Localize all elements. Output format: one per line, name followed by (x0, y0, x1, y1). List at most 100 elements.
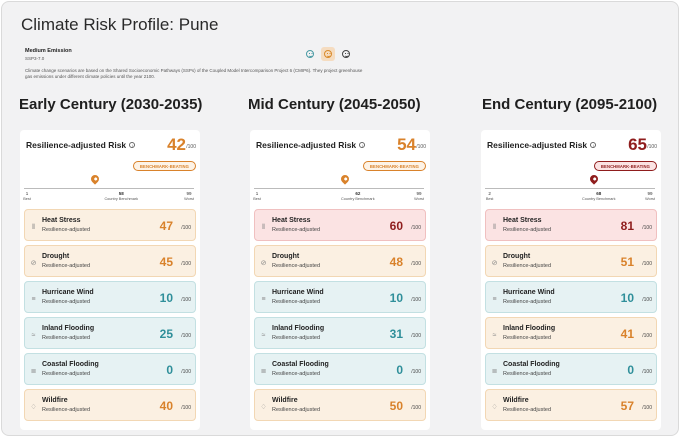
hazard-name: Coastal Flooding (272, 361, 329, 368)
hazard-score-denominator: /100 (642, 405, 652, 411)
hazard-score-denominator: /100 (411, 333, 421, 339)
coast-icon: ≣ (30, 368, 37, 375)
benchmark-scale: 1 Best 58 Country Benchmark 99 Worst (23, 173, 194, 204)
hazard-row[interactable]: ♢ Wildfire Resilience-adjusted 50/100 (254, 389, 426, 421)
hazard-row[interactable]: ⦀ Heat Stress Resilience-adjusted 60/100 (254, 209, 426, 241)
risk-card-early: Resilience-adjusted Risk i 42/100 BENCHMARK… (20, 130, 200, 430)
thermometer-icon: ⦀ (492, 224, 497, 231)
hazard-row[interactable]: ≣ Coastal Flooding Resilience-adjusted 0/10… (485, 353, 657, 385)
hazard-score: 25 (159, 327, 173, 341)
hazard-score: 45 (159, 255, 173, 269)
risk-score-label-text: Resilience-adjusted Risk (26, 140, 127, 150)
hazard-score-denominator: /100 (181, 369, 191, 375)
hazard-subtitle: Resilience-adjusted (503, 299, 551, 305)
hazard-row[interactable]: ⦀ Heat Stress Resilience-adjusted 81/100 (485, 209, 657, 241)
leaf-icon: ⊘ (491, 260, 498, 267)
risk-marker-pin-icon (338, 173, 351, 185)
hazard-name: Wildfire (42, 397, 68, 404)
waves-icon: ≈ (492, 332, 497, 339)
hazard-row[interactable]: ⊘ Drought Resilience-adjusted 45/100 (24, 245, 196, 277)
thermometer-icon: ⦀ (261, 224, 266, 231)
risk-score-label-text: Resilience-adjusted Risk (256, 140, 357, 150)
hazard-subtitle: Resilience-adjusted (503, 227, 551, 233)
hazard-row[interactable]: ♢ Wildfire Resilience-adjusted 40/100 (24, 389, 196, 421)
hazard-score: 81 (620, 219, 634, 233)
hazard-score-denominator: /100 (411, 369, 421, 375)
hazard-score: 31 (389, 327, 403, 341)
scale-line (24, 188, 194, 189)
period-heading-mid: Mid Century (2045-2050) (248, 96, 421, 113)
hazard-subtitle: Resilience-adjusted (272, 299, 320, 305)
hazard-row[interactable]: ≡ Hurricane Wind Resilience-adjusted 10/100 (24, 281, 196, 313)
hazard-score-denominator: /100 (181, 405, 191, 411)
hazard-row[interactable]: ≡ Hurricane Wind Resilience-adjusted 10/100 (254, 281, 426, 313)
hazard-row[interactable]: ≣ Coastal Flooding Resilience-adjusted 0/10… (254, 353, 426, 385)
info-icon[interactable]: i (129, 142, 136, 148)
hazard-row[interactable]: ≈ Inland Flooding Resilience-adjusted 41/10… (485, 317, 657, 349)
hazard-name: Drought (42, 253, 70, 260)
info-icon[interactable]: i (590, 142, 597, 148)
hazard-subtitle: Resilience-adjusted (42, 263, 90, 269)
medium-emission-button[interactable] (321, 47, 335, 61)
info-icon[interactable]: i (359, 142, 366, 148)
scale-benchmark-value: 62 (355, 191, 361, 196)
scale-max-label: 99 (186, 191, 192, 196)
hazard-row[interactable]: ≈ Inland Flooding Resilience-adjusted 31/10… (254, 317, 426, 349)
hazard-row[interactable]: ⦀ Heat Stress Resilience-adjusted 47/100 (24, 209, 196, 241)
low-emission-face-icon (306, 50, 314, 58)
hazard-name: Coastal Flooding (503, 361, 560, 368)
hazard-subtitle: Resilience-adjusted (272, 227, 320, 233)
scenario-name: Medium Emission (25, 48, 72, 54)
hazard-row[interactable]: ≈ Inland Flooding Resilience-adjusted 25/10… (24, 317, 196, 349)
hazard-score: 48 (389, 255, 403, 269)
hazard-name: Drought (272, 253, 300, 260)
hazard-subtitle: Resilience-adjusted (503, 335, 551, 341)
hazard-name: Heat Stress (503, 217, 542, 224)
hazard-subtitle: Resilience-adjusted (42, 227, 90, 233)
leaf-icon: ⊘ (30, 260, 37, 267)
hazard-row[interactable]: ♢ Wildfire Resilience-adjusted 57/100 (485, 389, 657, 421)
coast-icon: ≣ (491, 368, 498, 375)
hazard-score-denominator: /100 (642, 297, 652, 303)
hazard-row[interactable]: ≡ Hurricane Wind Resilience-adjusted 10/100 (485, 281, 657, 313)
scale-min-label: 1 (25, 191, 29, 196)
hazard-score: 0 (627, 363, 634, 377)
period-heading-early: Early Century (2030-2035) (19, 96, 203, 113)
hazard-score-denominator: /100 (642, 333, 652, 339)
hazard-subtitle: Resilience-adjusted (272, 371, 320, 377)
low-emission-button[interactable] (303, 47, 317, 61)
scale-benchmark-value: 68 (596, 191, 602, 196)
high-emission-button[interactable] (339, 47, 353, 61)
risk-score-label: Resilience-adjusted Risk i (487, 140, 597, 150)
flame-icon: ♢ (260, 404, 267, 411)
hazard-subtitle: Resilience-adjusted (272, 263, 320, 269)
scenario-code: SSP3-7.0 (25, 56, 45, 61)
scale-line (254, 188, 424, 189)
hazard-score-denominator: /100 (181, 333, 191, 339)
hazard-name: Wildfire (503, 397, 529, 404)
hazard-subtitle: Resilience-adjusted (272, 407, 320, 413)
hazard-name: Hurricane Wind (503, 289, 555, 296)
page-title: Climate Risk Profile: Pune (21, 15, 219, 34)
hazard-score: 10 (159, 291, 173, 305)
hazard-score: 10 (389, 291, 403, 305)
flame-icon: ♢ (491, 404, 498, 411)
hazard-row[interactable]: ⊘ Drought Resilience-adjusted 51/100 (485, 245, 657, 277)
benchmark-badge: BENCHMARK-BEATING (362, 161, 426, 171)
hazard-score: 50 (389, 399, 403, 413)
hazard-subtitle: Resilience-adjusted (42, 299, 90, 305)
hazard-list: ⦀ Heat Stress Resilience-adjusted 47/100 ⊘ Dr… (24, 209, 196, 425)
hazard-row[interactable]: ≣ Coastal Flooding Resilience-adjusted 0/10… (24, 353, 196, 385)
overall-risk-score: 54 (397, 135, 416, 154)
benchmark-badge: BENCHMARK-BEATING (132, 161, 196, 171)
scale-min-label: 1 (255, 191, 259, 196)
risk-score-label-text: Resilience-adjusted Risk (487, 140, 588, 150)
overall-risk-score: 42 (167, 135, 186, 154)
hazard-score: 0 (396, 363, 403, 377)
scale-best-label: Best (485, 197, 494, 201)
hazard-row[interactable]: ⊘ Drought Resilience-adjusted 48/100 (254, 245, 426, 277)
hazard-subtitle: Resilience-adjusted (272, 335, 320, 341)
risk-card-end: Resilience-adjusted Risk i 65/100 BENCHMARK… (481, 130, 661, 430)
hazard-name: Heat Stress (272, 217, 311, 224)
score-denominator: /100 (416, 144, 426, 150)
